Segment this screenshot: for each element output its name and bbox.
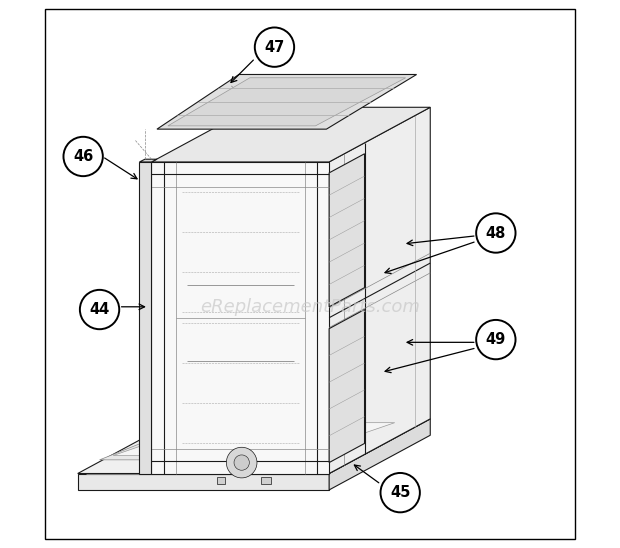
Polygon shape <box>329 310 365 463</box>
Polygon shape <box>140 159 157 162</box>
Text: eReplacementParts.com: eReplacementParts.com <box>200 298 420 316</box>
Polygon shape <box>151 107 430 162</box>
Text: 47: 47 <box>264 39 285 55</box>
Polygon shape <box>151 162 329 473</box>
Polygon shape <box>261 477 271 484</box>
Polygon shape <box>329 154 365 307</box>
Circle shape <box>63 137 103 176</box>
Circle shape <box>381 473 420 512</box>
Text: 46: 46 <box>73 149 93 164</box>
Circle shape <box>476 320 515 359</box>
Polygon shape <box>78 473 329 490</box>
Circle shape <box>234 455 249 470</box>
Polygon shape <box>140 162 151 473</box>
Polygon shape <box>113 423 395 455</box>
Circle shape <box>255 27 294 67</box>
Polygon shape <box>78 419 430 473</box>
Circle shape <box>80 290 119 329</box>
Polygon shape <box>329 419 430 490</box>
Polygon shape <box>329 107 430 473</box>
Polygon shape <box>168 78 405 126</box>
Polygon shape <box>217 477 225 484</box>
Text: 48: 48 <box>485 226 506 241</box>
Text: 45: 45 <box>390 485 410 500</box>
Circle shape <box>476 213 515 253</box>
Polygon shape <box>157 75 417 129</box>
Circle shape <box>226 447 257 478</box>
Text: 44: 44 <box>89 302 110 317</box>
Polygon shape <box>100 421 405 460</box>
Text: 49: 49 <box>485 332 506 347</box>
